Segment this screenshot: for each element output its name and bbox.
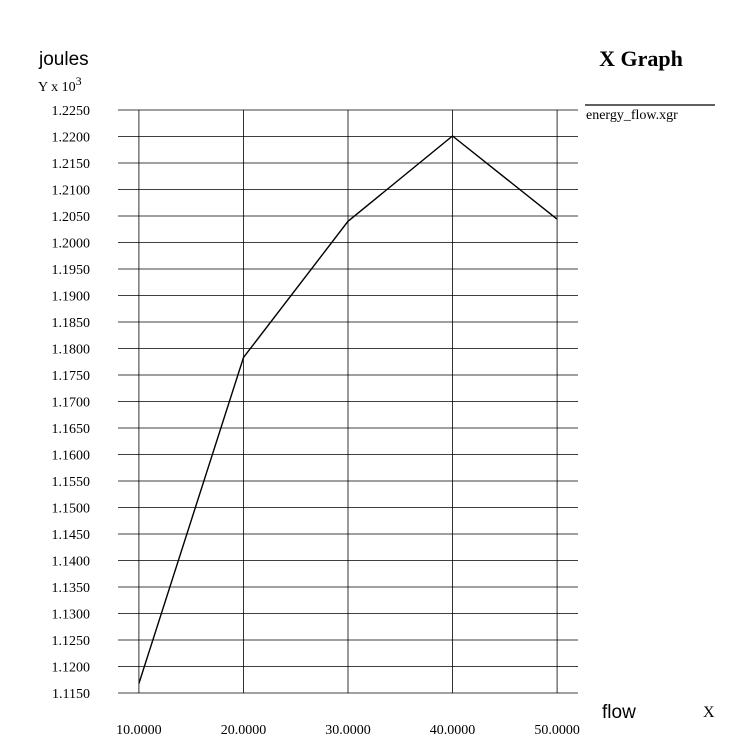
y-scale-base: Y x 10: [38, 80, 76, 95]
y-tick-label: 1.1150: [52, 687, 90, 702]
legend-entry: energy_flow.xgr: [586, 108, 678, 123]
y-tick-label: 1.1250: [52, 634, 91, 649]
y-tick-label: 1.1400: [52, 555, 91, 570]
y-scale-exponent: 3: [76, 74, 82, 88]
y-tick-label: 1.1300: [52, 608, 91, 623]
series-layer: [138, 135, 558, 684]
y-tick-label: 1.2050: [52, 210, 91, 225]
x-tick-label: 20.0000: [221, 723, 267, 738]
y-tick-label: 1.1650: [52, 422, 91, 437]
y-tick-label: 1.1600: [52, 449, 91, 464]
x-axis-label: flow: [602, 702, 636, 723]
y-tick-label: 1.1450: [52, 528, 91, 543]
y-tick-label: 1.1800: [52, 343, 91, 358]
y-tick-label: 1.2200: [52, 131, 91, 146]
x-tick-label: 50.0000: [534, 723, 580, 738]
y-tick-labels: 1.1150 1.1200 1.1250 1.1300 1.1350 1.1400 1.14…: [52, 104, 91, 702]
y-tick-label: 1.1700: [52, 396, 91, 411]
y-tick-label: 1.1900: [52, 290, 91, 305]
y-tick-label: 1.1850: [52, 316, 91, 331]
grid: [118, 109, 578, 694]
x-unit-label: X: [703, 704, 715, 721]
y-tick-label: 1.2150: [52, 157, 91, 172]
y-tick-label: 1.2250: [52, 104, 91, 119]
y-tick-label: 1.1350: [52, 581, 91, 596]
y-tick-label: 1.2100: [52, 184, 91, 199]
y-tick-label: 1.1750: [52, 369, 91, 384]
y-tick-label: 1.1200: [52, 661, 91, 676]
x-tick-labels: 10.0000 20.0000 30.0000 40.0000 50.0000: [116, 723, 580, 738]
y-scale-label: Y x 103: [38, 74, 82, 95]
chart-title: X Graph: [599, 46, 683, 71]
x-tick-label: 40.0000: [430, 723, 476, 738]
y-axis-label: joules: [38, 49, 89, 70]
x-tick-label: 30.0000: [325, 723, 371, 738]
y-tick-label: 1.1950: [52, 263, 91, 278]
y-tick-label: 1.1550: [52, 475, 91, 490]
x-tick-label: 10.0000: [116, 723, 162, 738]
y-tick-label: 1.1500: [52, 502, 91, 517]
legend: energy_flow.xgr: [585, 104, 715, 123]
y-tick-label: 1.2000: [52, 237, 91, 252]
